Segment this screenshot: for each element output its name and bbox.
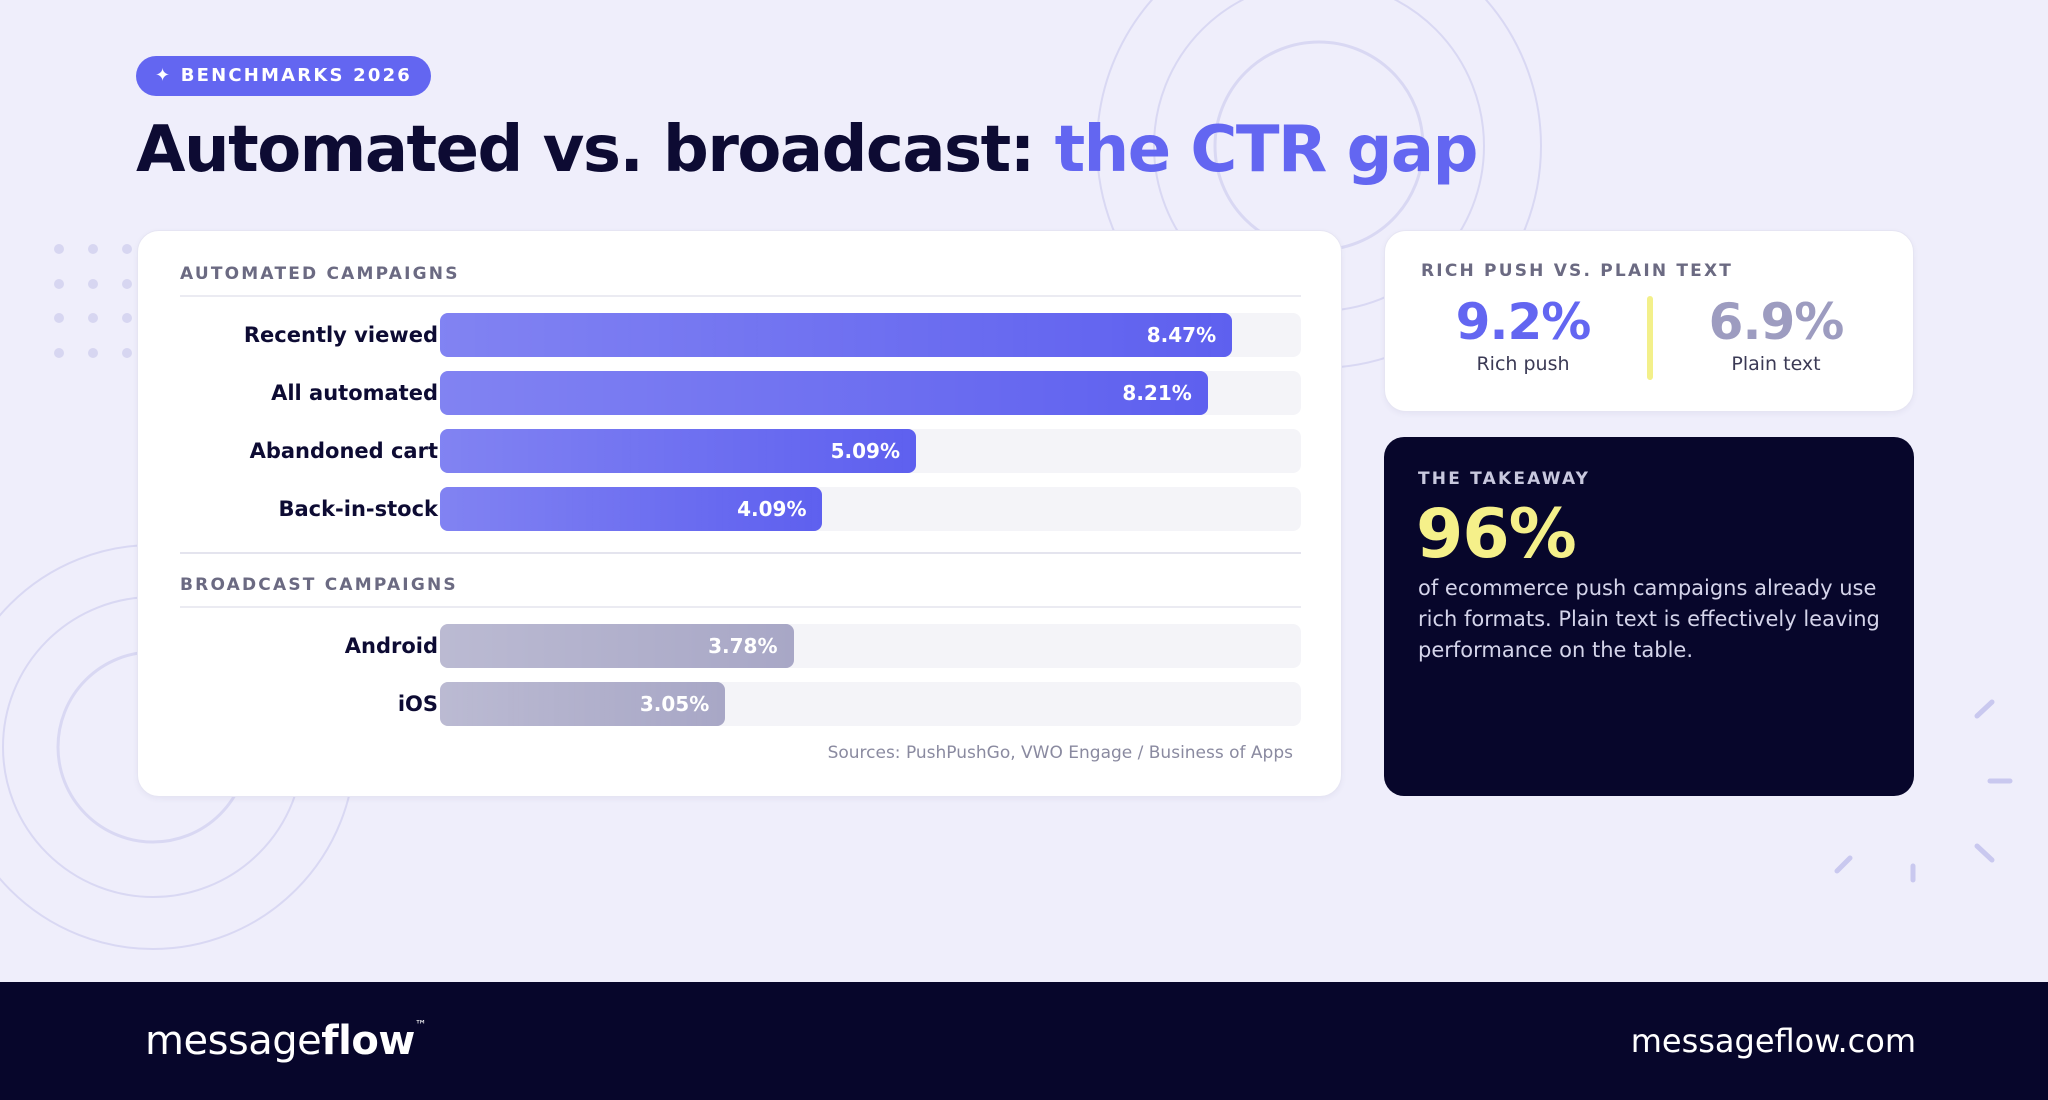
bar-track: 3.78% — [440, 624, 1301, 668]
bar: 5.09% — [440, 429, 917, 473]
logo-regular: message — [145, 1018, 322, 1064]
category-label: Android — [344, 634, 438, 658]
bar: 8.47% — [440, 313, 1233, 357]
bar-value-label: 5.09% — [830, 439, 901, 463]
chart-card: Sources: PushPushGo, VWO Engage / Busine… — [137, 230, 1342, 797]
footer-url: messageflow.com — [1630, 1022, 1916, 1060]
category-label: Back-in-stock — [278, 497, 438, 521]
bar: 4.09% — [440, 487, 823, 531]
comparison-title: RICH PUSH VS. PLAIN TEXT — [1421, 261, 1734, 281]
comparison-label: Plain text — [1731, 353, 1821, 375]
section-divider — [180, 295, 1301, 297]
takeaway-card: THE TAKEAWAY 96% of ecommerce push campa… — [1384, 437, 1914, 796]
title-main: Automated vs. broadcast: — [136, 113, 1055, 187]
takeaway-stat: 96% — [1416, 495, 1577, 574]
section-title: AUTOMATED CAMPAIGNS — [180, 264, 460, 284]
category-label: Recently viewed — [243, 323, 438, 347]
comparison-divider — [1647, 296, 1653, 380]
logo-bold: flow — [321, 1018, 415, 1064]
comparison-value: 9.2% — [1455, 293, 1592, 351]
bar-track: 5.09% — [440, 429, 1301, 473]
bar-track: 3.05% — [440, 682, 1301, 726]
bar-track: 4.09% — [440, 487, 1301, 531]
bar-value-label: 4.09% — [737, 497, 807, 521]
bar-value-label: 8.47% — [1146, 323, 1217, 347]
bar-value-label: 3.05% — [639, 692, 710, 716]
category-label: All automated — [271, 381, 438, 405]
bar: 3.78% — [440, 624, 794, 668]
bar: 3.05% — [440, 682, 726, 726]
comparison-card: RICH PUSH VS. PLAIN TEXT 9.2% Rich push … — [1384, 230, 1914, 412]
badge: ✦ BENCHMARKS 2026 — [136, 56, 431, 96]
bar: 8.21% — [440, 371, 1208, 415]
footer: messageflow™ messageflow.com — [0, 982, 2048, 1100]
bar-track: 8.21% — [440, 371, 1301, 415]
footer-logo: messageflow™ — [145, 1018, 427, 1064]
source-note: Sources: PushPushGo, VWO Engage / Busine… — [827, 743, 1293, 763]
takeaway-text: of ecommerce push campaigns already use … — [1418, 576, 1880, 662]
category-label: Abandoned cart — [249, 439, 438, 463]
section-divider — [180, 606, 1301, 608]
title: Automated vs. broadcast: the CTR gap — [136, 113, 1479, 187]
bar-track: 8.47% — [440, 313, 1301, 357]
logo-tm: ™ — [414, 1018, 427, 1032]
title-highlight: the CTR gap — [1054, 113, 1479, 187]
takeaway-title: THE TAKEAWAY — [1418, 469, 1591, 489]
comparison-value: 6.9% — [1708, 293, 1845, 351]
comparison-label: Rich push — [1476, 353, 1570, 375]
bar-value-label: 3.78% — [708, 634, 778, 658]
section-separator — [180, 552, 1301, 554]
category-label: iOS — [397, 692, 438, 716]
section-title: BROADCAST CAMPAIGNS — [180, 575, 458, 595]
bar-value-label: 8.21% — [1122, 381, 1192, 405]
